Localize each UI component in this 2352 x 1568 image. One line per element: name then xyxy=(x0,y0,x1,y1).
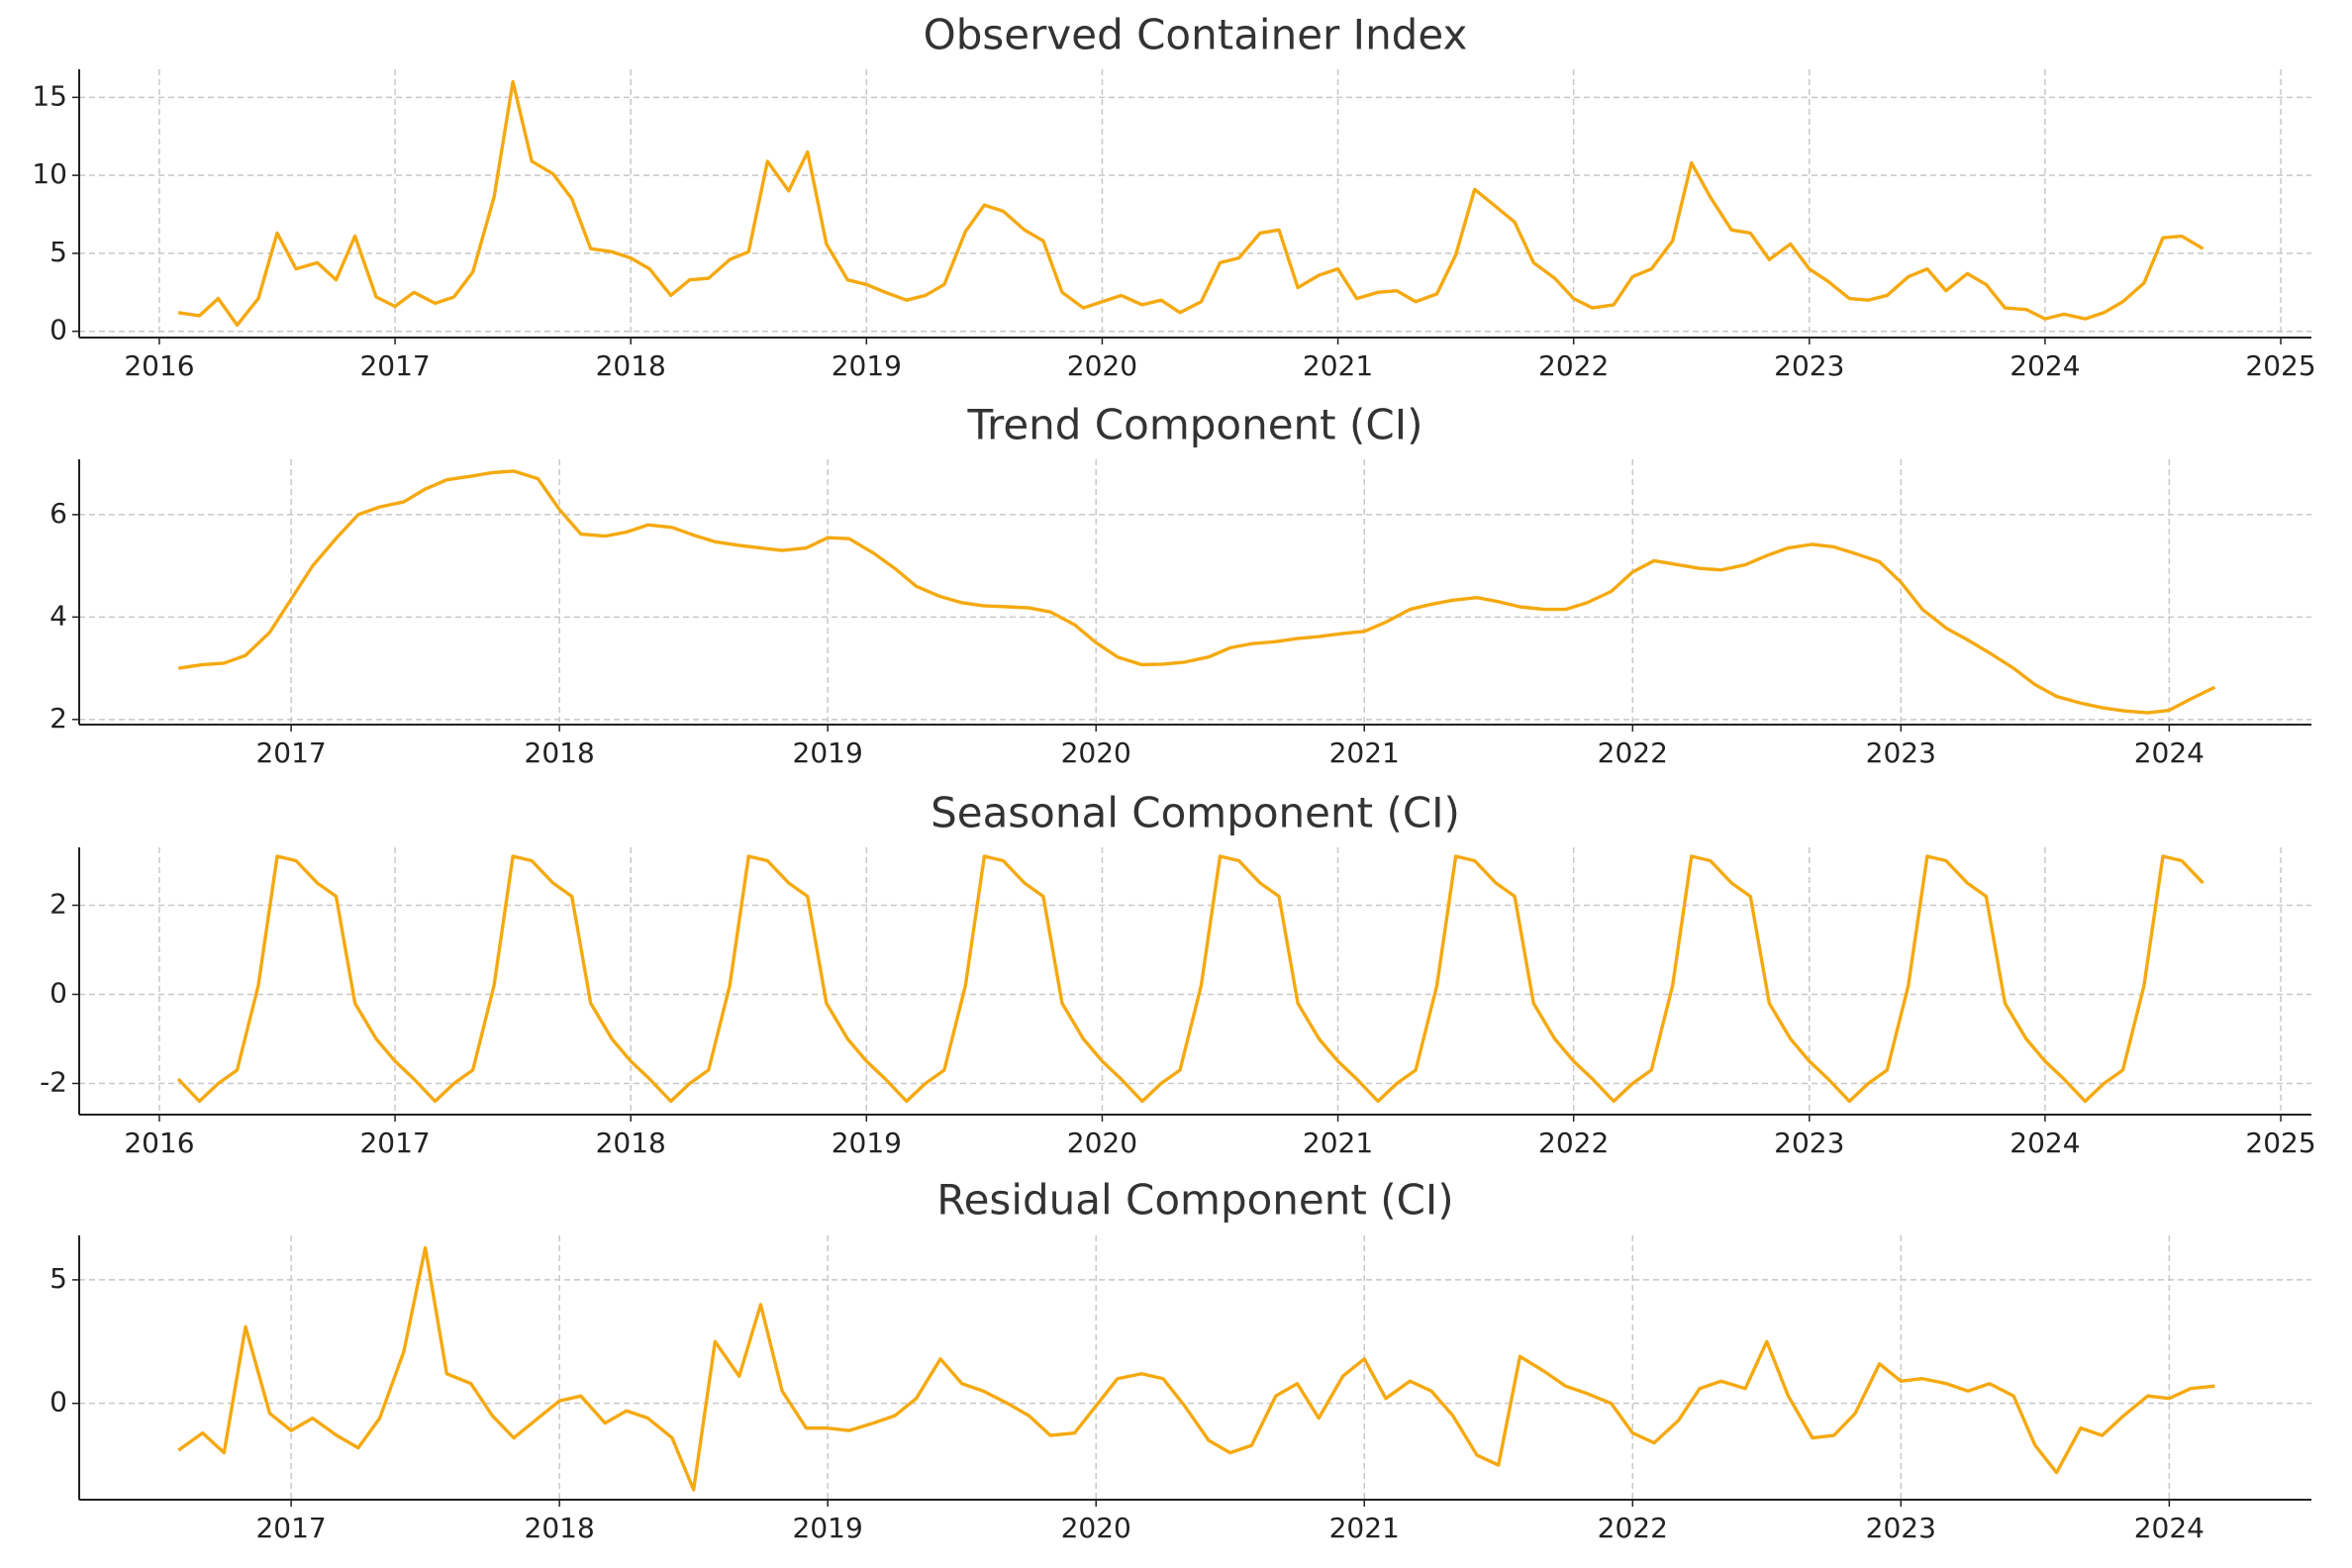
panel-title: Residual Component (CI) xyxy=(936,1176,1453,1225)
x-tick-label: 2018 xyxy=(596,1127,666,1159)
x-tick-label: 2017 xyxy=(359,1127,430,1159)
x-tick-label: 2023 xyxy=(1774,349,1844,382)
y-tick-label: 10 xyxy=(32,157,67,190)
x-tick-label: 2017 xyxy=(255,1512,326,1544)
y-tick-label: 4 xyxy=(49,599,67,632)
x-tick-label: 2022 xyxy=(1538,1127,1609,1159)
x-tick-label: 2024 xyxy=(2009,1127,2080,1159)
x-tick-label: 2019 xyxy=(832,1127,902,1159)
x-tick-label: 2023 xyxy=(1774,1127,1844,1159)
y-tick-label: 0 xyxy=(49,314,67,346)
x-tick-label: 2018 xyxy=(525,1512,595,1544)
x-tick-label: 2021 xyxy=(1303,349,1373,382)
x-tick-label: 2019 xyxy=(832,349,902,382)
x-tick-label: 2016 xyxy=(124,349,194,382)
y-tick-label: 2 xyxy=(49,702,67,735)
x-tick-label: 2024 xyxy=(2134,1512,2205,1544)
y-tick-label: 5 xyxy=(49,236,67,268)
y-tick-label: 0 xyxy=(49,1386,67,1419)
x-tick-label: 2022 xyxy=(1598,736,1668,769)
data-line xyxy=(178,469,2216,715)
x-tick-label: 2021 xyxy=(1329,736,1400,769)
data-line xyxy=(177,1245,2215,1492)
y-tick-label: 15 xyxy=(32,79,67,112)
x-tick-label: 2024 xyxy=(2009,349,2080,382)
x-tick-label: 2021 xyxy=(1329,1512,1400,1544)
x-tick-label: 2023 xyxy=(1866,1512,1936,1544)
data-line xyxy=(176,854,2205,1104)
x-tick-label: 2016 xyxy=(124,1127,194,1159)
x-tick-label: 2025 xyxy=(2245,349,2315,382)
y-tick-label: 5 xyxy=(49,1262,67,1295)
x-tick-label: 2020 xyxy=(1061,1512,1131,1544)
panel-title: Observed Container Index xyxy=(924,11,1468,59)
panel-title: Trend Component (CI) xyxy=(967,401,1423,449)
x-tick-label: 2021 xyxy=(1303,1127,1373,1159)
x-tick-label: 2020 xyxy=(1067,349,1137,382)
x-tick-label: 2019 xyxy=(793,1512,863,1544)
panel-title: Seasonal Component (CI) xyxy=(931,789,1460,837)
data-line xyxy=(177,79,2205,328)
y-tick-label: 2 xyxy=(49,888,67,921)
x-tick-label: 2023 xyxy=(1866,736,1936,769)
y-tick-label: -2 xyxy=(40,1066,67,1099)
x-tick-label: 2020 xyxy=(1061,736,1131,769)
x-tick-label: 2022 xyxy=(1538,349,1609,382)
x-tick-label: 2018 xyxy=(525,736,595,769)
x-tick-label: 2020 xyxy=(1067,1127,1137,1159)
x-tick-label: 2017 xyxy=(255,736,326,769)
y-tick-label: 0 xyxy=(49,977,67,1010)
x-tick-label: 2024 xyxy=(2134,736,2205,769)
x-tick-label: 2025 xyxy=(2245,1127,2315,1159)
x-tick-label: 2018 xyxy=(596,349,666,382)
x-tick-label: 2019 xyxy=(793,736,863,769)
x-tick-label: 2017 xyxy=(359,349,430,382)
x-tick-label: 2022 xyxy=(1598,1512,1668,1544)
y-tick-label: 6 xyxy=(49,497,67,530)
